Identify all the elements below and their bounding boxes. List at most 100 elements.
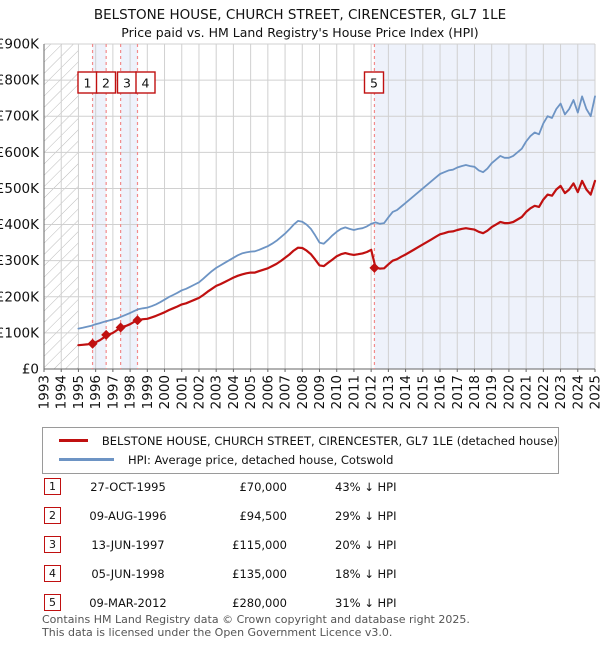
- transaction-vs-hpi: 31% ↓ HPI: [335, 595, 397, 610]
- x-tick-label: 2016: [433, 375, 449, 409]
- y-tick-label: £200K: [0, 289, 40, 305]
- sale-marker-label: 4: [142, 76, 150, 91]
- table-row: 1 27-OCT-1995 £70,000 43% ↓ HPI: [44, 477, 396, 496]
- sale-marker: [369, 262, 380, 273]
- x-tick-label: 2023: [553, 375, 569, 409]
- x-tick-label: 1997: [105, 375, 121, 409]
- sale-marker: [115, 322, 126, 333]
- x-tick-label: 1993: [37, 375, 53, 409]
- x-tick-label: 2007: [278, 375, 294, 409]
- price-paid-line: [77, 179, 597, 347]
- transaction-number-badge: 4: [44, 565, 61, 582]
- x-tick-label: 2013: [381, 375, 397, 409]
- sale-marker-box: [363, 71, 385, 94]
- x-tick-label: 1996: [88, 375, 104, 409]
- transaction-price: £70,000: [239, 479, 287, 494]
- x-tick-label: 2010: [329, 375, 345, 409]
- footer-line-1: Contains HM Land Registry data © Crown c…: [42, 613, 470, 626]
- transaction-date: 09-MAR-2012: [89, 595, 167, 610]
- hpi-line: [77, 95, 596, 330]
- y-tick-label: £900K: [0, 38, 40, 53]
- transaction-number-badge: 3: [44, 536, 61, 553]
- transaction-vs-hpi: 29% ↓ HPI: [335, 508, 397, 523]
- y-tick-label: £500K: [0, 181, 40, 197]
- transaction-price: £280,000: [232, 595, 287, 610]
- x-tick-label: 2022: [536, 375, 552, 409]
- chart-title: BELSTONE HOUSE, CHURCH STREET, CIRENCEST…: [93, 7, 507, 23]
- table-row: 2 09-AUG-1996 £94,500 29% ↓ HPI: [44, 506, 396, 525]
- x-tick-label: 1995: [71, 375, 87, 409]
- transaction-date: 05-JUN-1998: [91, 566, 165, 581]
- transaction-date: 27-OCT-1995: [90, 479, 166, 494]
- sale-marker-box: [95, 71, 117, 94]
- ownership-band: [374, 44, 595, 369]
- y-tick-label: £700K: [0, 109, 40, 125]
- license-footer: Contains HM Land Registry data © Crown c…: [42, 613, 582, 639]
- sale-marker-label: 5: [370, 76, 378, 91]
- transaction-number-badge: 5: [44, 594, 61, 611]
- price-paid-line-swatch: [59, 439, 88, 442]
- price-chart: 1 2 3 4 5 £0 £100K £200K £300K £400K £500K £600K £70…: [0, 38, 600, 409]
- transaction-number-badge: 1: [44, 478, 61, 495]
- x-tick-label: 2003: [209, 375, 225, 409]
- x-tick-label: 2018: [467, 375, 483, 409]
- transaction-vs-hpi: 43% ↓ HPI: [335, 479, 397, 494]
- sale-marker: [87, 338, 98, 349]
- chart-title-block: BELSTONE HOUSE, CHURCH STREET, CIRENCEST…: [0, 6, 600, 41]
- y-tick-label: £0: [22, 362, 39, 378]
- x-tick-label: 2004: [226, 375, 242, 409]
- transaction-date: 09-AUG-1996: [89, 508, 167, 523]
- x-tick-label: 2005: [243, 375, 259, 409]
- y-tick-label: £100K: [0, 325, 40, 341]
- sale-marker-label: 1: [84, 76, 92, 91]
- legend-item-price-paid: BELSTONE HOUSE, CHURCH STREET, CIRENCEST…: [43, 431, 558, 450]
- x-tick-label: 2001: [174, 375, 190, 409]
- chart-legend: BELSTONE HOUSE, CHURCH STREET, CIRENCEST…: [42, 427, 559, 474]
- footer-line-2: This data is licensed under the Open Gov…: [42, 625, 393, 639]
- x-tick-label: 2014: [398, 375, 414, 409]
- x-tick-label: 1994: [54, 375, 70, 409]
- table-row: 3 13-JUN-1997 £115,000 20% ↓ HPI: [44, 535, 396, 554]
- transaction-vs-hpi: 18% ↓ HPI: [335, 566, 397, 581]
- y-tick-label: £600K: [0, 145, 40, 161]
- x-tick-label: 2021: [519, 375, 535, 409]
- x-tick-label: 2011: [346, 375, 362, 409]
- table-row: 4 05-JUN-1998 £135,000 18% ↓ HPI: [44, 564, 396, 583]
- x-tick-label: 2015: [415, 375, 431, 409]
- transaction-price: £115,000: [232, 537, 287, 552]
- x-tick-label: 2019: [484, 375, 500, 409]
- x-tick-label: 2002: [191, 375, 207, 409]
- table-row: 5 09-MAR-2012 £280,000 31% ↓ HPI: [44, 593, 396, 612]
- x-tick-label: 2017: [450, 375, 466, 409]
- transaction-price: £135,000: [232, 566, 287, 581]
- sale-marker-label: 2: [102, 76, 110, 91]
- y-tick-label: £400K: [0, 217, 40, 233]
- x-tick-label: 2009: [312, 375, 328, 409]
- x-tick-label: 1999: [140, 375, 156, 409]
- sale-marker: [132, 315, 143, 326]
- transaction-vs-hpi: 20% ↓ HPI: [335, 537, 397, 552]
- chart-subtitle: Price paid vs. HM Land Registry's House …: [121, 25, 479, 40]
- transaction-price: £94,500: [239, 508, 287, 523]
- legend-label: BELSTONE HOUSE, CHURCH STREET, CIRENCEST…: [101, 433, 558, 448]
- sale-marker: [101, 329, 112, 340]
- sale-marker-box: [135, 71, 156, 94]
- y-tick-label: £300K: [0, 253, 40, 269]
- sale-marker-label: 3: [123, 76, 131, 91]
- x-tick-label: 2012: [364, 375, 380, 409]
- legend-item-hpi: HPI: Average price, detached house, Cots…: [43, 450, 558, 469]
- x-tick-label: 2025: [588, 375, 600, 409]
- x-tick-label: 2024: [570, 375, 586, 409]
- ownership-band: [120, 44, 138, 369]
- transaction-date: 13-JUN-1997: [91, 537, 165, 552]
- transaction-number-badge: 2: [44, 507, 61, 524]
- x-tick-label: 2020: [501, 375, 517, 409]
- x-tick-label: 1998: [123, 375, 139, 409]
- x-tick-label: 2008: [295, 375, 311, 409]
- x-tick-label: 2000: [157, 375, 173, 409]
- legend-label: HPI: Average price, detached house, Cots…: [128, 452, 394, 467]
- x-tick-label: 2006: [260, 375, 276, 409]
- y-tick-label: £800K: [0, 73, 40, 89]
- hpi-line-swatch: [59, 458, 114, 461]
